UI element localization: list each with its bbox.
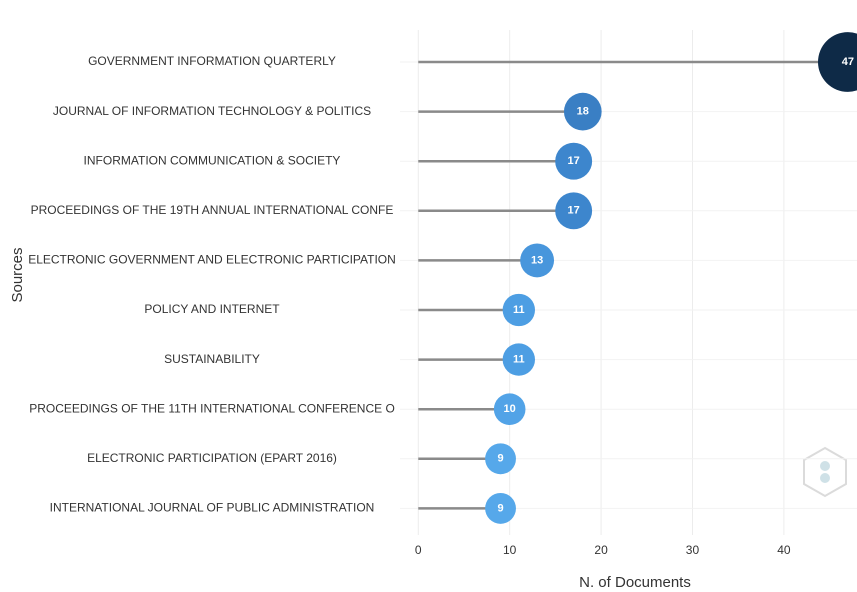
value-label: 17 <box>568 155 580 167</box>
dot <box>493 393 526 426</box>
dot <box>555 192 593 230</box>
value-label: 47 <box>842 56 854 68</box>
x-tick-label: 10 <box>503 543 517 557</box>
y-tick-label: JOURNAL OF INFORMATION TECHNOLOGY & POLI… <box>53 104 371 118</box>
dot <box>563 92 602 131</box>
y-tick-label: ELECTRONIC GOVERNMENT AND ELECTRONIC PAR… <box>28 253 396 267</box>
value-label: 11 <box>513 304 525 316</box>
dot <box>520 243 555 278</box>
x-tick-label: 0 <box>415 543 422 557</box>
y-tick-label: ELECTRONIC PARTICIPATION (EPART 2016) <box>87 451 337 465</box>
value-label: 9 <box>497 453 503 465</box>
x-axis-label: N. of Documents <box>579 574 691 591</box>
dot <box>502 343 535 376</box>
y-axis-label: Sources <box>9 247 26 302</box>
y-tick-label: INFORMATION COMMUNICATION & SOCIETY <box>84 153 341 167</box>
value-label: 9 <box>497 502 503 514</box>
dot <box>502 293 535 327</box>
y-tick-label: PROCEEDINGS OF THE 11TH INTERNATIONAL CO… <box>29 401 395 415</box>
x-tick-label: 30 <box>686 543 700 557</box>
x-tick-label: 20 <box>594 543 608 557</box>
value-label: 18 <box>577 106 589 118</box>
value-label: 17 <box>568 205 580 217</box>
y-tick-label: INTERNATIONAL JOURNAL OF PUBLIC ADMINIST… <box>50 501 375 515</box>
y-tick-label: PROCEEDINGS OF THE 19TH ANNUAL INTERNATI… <box>31 203 394 217</box>
dot <box>485 492 516 524</box>
watermark <box>803 446 847 498</box>
y-tick-label: GOVERNMENT INFORMATION QUARTERLY <box>88 54 336 68</box>
y-tick-label: SUSTAINABILITY <box>164 352 260 366</box>
value-label: 11 <box>513 354 525 366</box>
dot <box>485 443 516 475</box>
dot <box>818 32 857 92</box>
y-tick-label: POLICY AND INTERNET <box>144 302 280 316</box>
value-label: 10 <box>504 403 516 415</box>
value-label: 13 <box>531 254 543 266</box>
dot <box>555 142 593 180</box>
x-tick-label: 40 <box>777 543 791 557</box>
